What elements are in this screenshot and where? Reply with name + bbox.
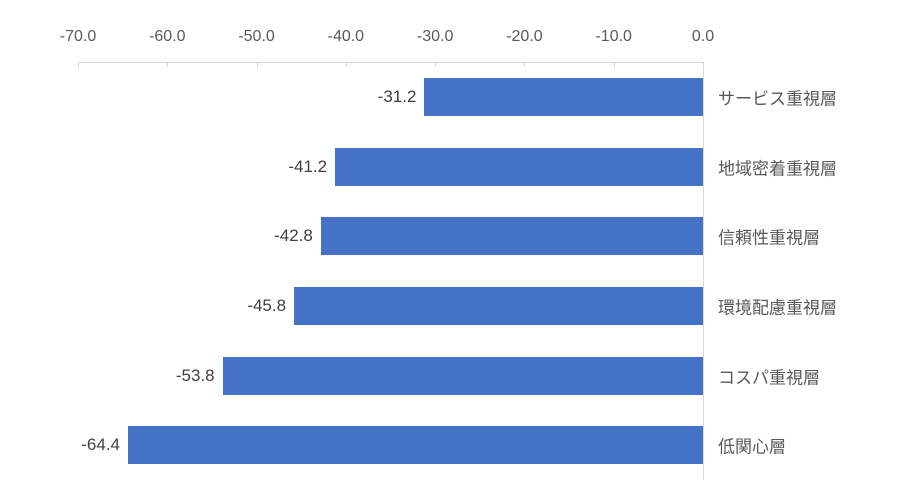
value-label: -64.4 [81,435,120,455]
category-label: 地域密着重視層 [718,159,837,178]
bar-1 [335,147,703,186]
x-axis-tick-mark [78,62,79,67]
x-axis-tick-mark [256,62,258,67]
x-axis-tick-mark [435,62,437,67]
x-axis-tick-label: -60.0 [149,28,186,45]
category-label: コスパ重視層 [718,368,820,387]
x-axis-tick-mark [345,62,347,67]
bar-3 [294,286,703,325]
x-axis-tick-mark [167,62,169,67]
bar-4 [222,356,703,395]
x-axis-tick-label: -10.0 [595,28,632,45]
bar-0 [424,77,703,116]
category-label: 低関心層 [718,437,786,457]
zero-axis-line [703,62,704,480]
x-axis-tick-label: 0.0 [691,28,715,45]
category-label: 環境配慮重視層 [718,298,837,318]
x-axis-line [78,62,703,63]
x-axis-tick-label: -20.0 [506,28,543,45]
value-label: -53.8 [175,365,215,385]
category-label: サービス重視層 [718,89,837,109]
x-axis-tick-label: -40.0 [327,28,365,45]
x-axis-tick-mark [524,62,526,67]
value-label: -41.2 [288,156,328,176]
x-axis-tick-label: -30.0 [416,28,454,45]
x-axis-tick-label: -70.0 [59,28,97,45]
value-label: -45.8 [247,295,287,315]
x-axis-tick-label: -50.0 [238,28,275,45]
bar-2 [320,217,703,256]
bar-5 [128,426,703,465]
x-axis-tick-mark [613,62,615,67]
value-label: -42.8 [274,226,313,246]
value-label: -31.2 [377,86,417,106]
category-label: 信頼性重視層 [718,228,820,248]
